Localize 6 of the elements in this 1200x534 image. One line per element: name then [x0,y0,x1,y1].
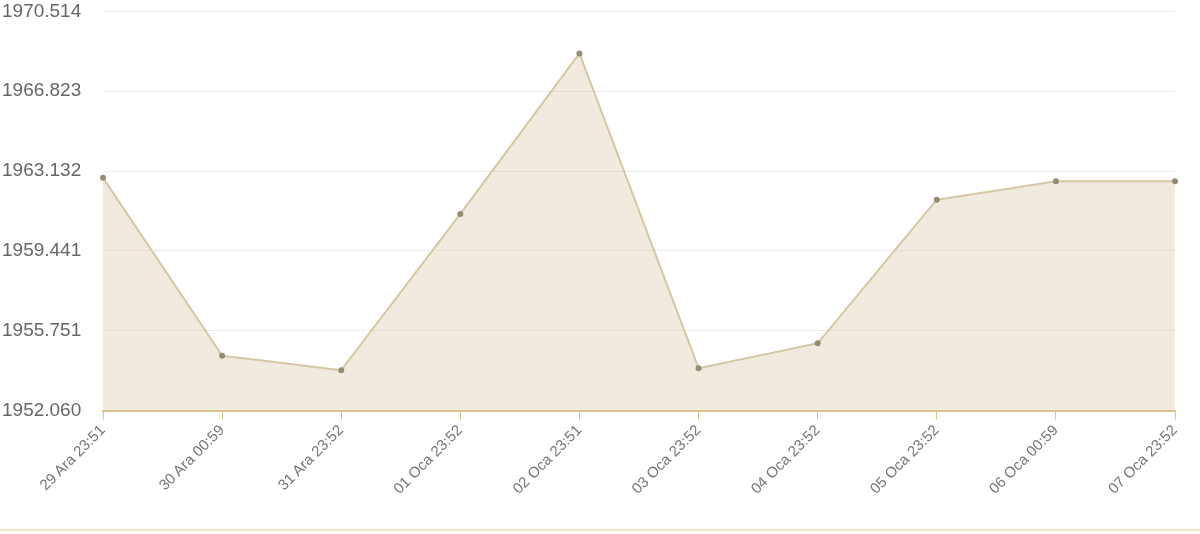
y-tick-label: 1952.060 [2,398,82,420]
y-tick-label: 1955.751 [2,318,82,340]
y-tick-label: 1959.441 [2,239,82,261]
y-tick-label: 1970.514 [2,0,82,21]
y-tick-label: 1966.823 [2,79,82,101]
y-tick-label: 1963.132 [2,159,82,181]
